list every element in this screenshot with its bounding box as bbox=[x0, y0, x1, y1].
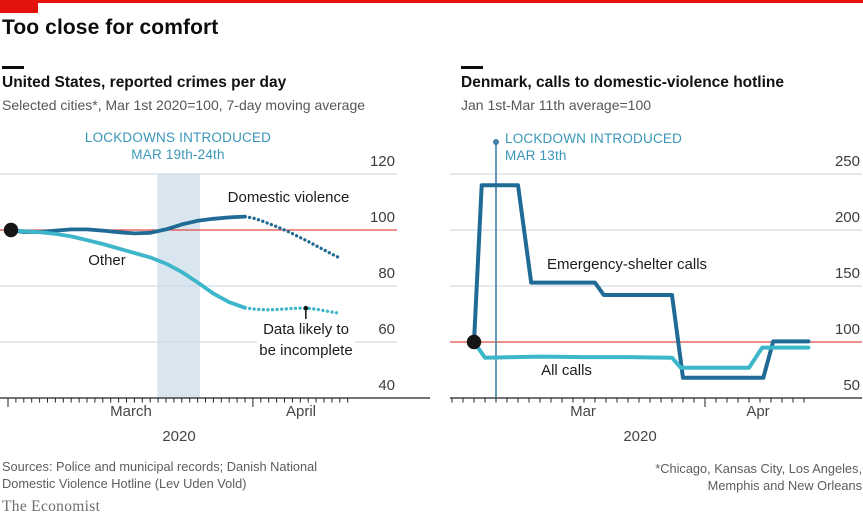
right-lockdown-label: LOCKDOWN INTRODUCED bbox=[505, 131, 683, 146]
data-incomplete-note: Data likely to be incomplete bbox=[257, 319, 355, 361]
footnote-text: *Chicago, Kansas City, Los Angeles, Memp… bbox=[655, 461, 862, 493]
right-lockdown-sublabel: MAR 13th bbox=[505, 148, 567, 163]
start-marker-left bbox=[3, 222, 19, 238]
series-label-other: Other bbox=[88, 252, 126, 269]
series-dotted-other bbox=[243, 306, 342, 316]
series-label-domestic-violence: Domestic violence bbox=[227, 189, 350, 206]
series-label-emergency-shelter-calls: Emergency-shelter calls bbox=[546, 256, 708, 273]
month-label-march: March bbox=[110, 403, 152, 420]
series-label-all-calls: All calls bbox=[541, 362, 592, 379]
brand-red-tab bbox=[0, 0, 38, 13]
y-tick-label-right-200: 200 bbox=[834, 209, 860, 226]
y-tick-label-left-80: 80 bbox=[378, 265, 395, 282]
page-title: Too close for comfort bbox=[2, 16, 219, 39]
brand-rule bbox=[0, 0, 863, 3]
month-label-april: April bbox=[285, 403, 316, 420]
lockdown-line-dot bbox=[493, 139, 499, 145]
right-panel-dash bbox=[461, 66, 483, 69]
y-tick-label-left-60: 60 bbox=[378, 321, 395, 338]
y-tick-label-right-50: 50 bbox=[843, 377, 860, 394]
right-panel-subtitle: Jan 1st-Mar 11th average=100 bbox=[461, 97, 652, 113]
series-line-other bbox=[6, 228, 247, 310]
start-marker-right bbox=[466, 334, 482, 350]
y-tick-label-left-120: 120 bbox=[369, 153, 395, 170]
y-tick-label-left-40: 40 bbox=[378, 377, 395, 394]
sources-text: Sources: Police and municipal records; D… bbox=[2, 459, 318, 491]
note-pointer-dot bbox=[303, 305, 309, 311]
year-label-right: 2020 bbox=[623, 428, 657, 445]
series-line-emergency-shelter-calls bbox=[472, 183, 811, 380]
y-tick-label-right-150: 150 bbox=[834, 265, 860, 282]
right-panel-title: Denmark, calls to domestic-violence hotl… bbox=[461, 74, 785, 91]
left-panel-subtitle: Selected cities*, Mar 1st 2020=100, 7-da… bbox=[2, 97, 366, 113]
y-tick-label-left-100: 100 bbox=[369, 209, 395, 226]
month-label-mar: Mar bbox=[570, 403, 596, 420]
year-label-left: 2020 bbox=[162, 428, 196, 445]
left-panel-dash bbox=[2, 66, 24, 69]
series-dotted-domestic-violence bbox=[243, 214, 342, 260]
month-label-apr: Apr bbox=[746, 403, 770, 420]
y-tick-label-right-250: 250 bbox=[834, 153, 860, 170]
left-lockdown-sublabel: MAR 19th-24th bbox=[131, 147, 225, 162]
series-line-all-calls bbox=[472, 340, 811, 370]
y-tick-label-right-100: 100 bbox=[834, 321, 860, 338]
left-panel-title: United States, reported crimes per day bbox=[2, 74, 287, 91]
brand-name: The Economist bbox=[2, 498, 101, 515]
left-lockdown-label: LOCKDOWNS INTRODUCED bbox=[84, 130, 272, 145]
